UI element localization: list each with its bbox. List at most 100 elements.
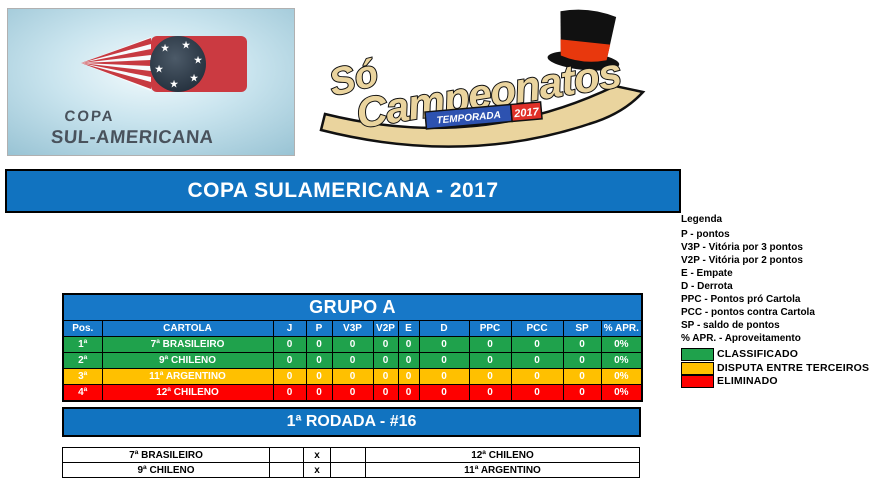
- col-header-e: E: [397, 320, 420, 337]
- temporada-ribbon: TEMPORADA 2017: [424, 101, 543, 130]
- cell-p: 0: [305, 352, 333, 369]
- cell-j: 0: [272, 352, 307, 369]
- legend-item: E - Empate: [681, 268, 733, 279]
- cell-p: 0: [305, 336, 333, 353]
- legend-item: PCC - pontos contra Cartola: [681, 307, 815, 318]
- legend-title: Legenda: [681, 214, 723, 225]
- standings-header-row: Pos. CARTOLA J P V3P V2P E D PPC PCC SP …: [62, 320, 643, 337]
- legend-item: V2P - Vitória por 2 pontos: [681, 255, 803, 266]
- cell-v3p: 0: [331, 384, 374, 402]
- cell-e: 0: [397, 384, 420, 402]
- cell-sp: 0: [562, 368, 602, 385]
- legend-item: % APR. - Aproveitamento: [681, 333, 801, 344]
- fixture-row: 9ª CHILENO x 11ª ARGENTINO: [62, 462, 640, 478]
- legend-status-list: CLASSIFICADO DISPUTA ENTRE TERCEIROS ELI…: [681, 348, 869, 389]
- cell-pcc: 0: [510, 352, 564, 369]
- away-score-cell: [330, 462, 366, 478]
- classified-color-swatch: [681, 348, 714, 362]
- cell-cartola: 7ª BRASILEIRO: [101, 336, 274, 353]
- cell-pos: 1ª: [62, 336, 103, 353]
- legend-status-row: CLASSIFICADO: [681, 348, 868, 362]
- svg-text:★: ★: [170, 79, 179, 89]
- col-header-d: D: [418, 320, 470, 337]
- cell-cartola: 12ª CHILENO: [101, 384, 274, 402]
- svg-text:★: ★: [194, 55, 203, 65]
- cell-ppc: 0: [468, 336, 512, 353]
- cell-ppc: 0: [468, 368, 512, 385]
- col-header-apr: % APR.: [600, 320, 643, 337]
- round-banner-text: 1ª RODADA - #16: [286, 413, 417, 430]
- svg-text:★: ★: [190, 73, 199, 83]
- away-score-cell: [330, 447, 366, 463]
- cell-j: 0: [272, 368, 307, 385]
- home-team: 7ª BRASILEIRO: [62, 447, 270, 463]
- cell-pos: 4ª: [62, 384, 103, 402]
- cell-d: 0: [418, 336, 470, 353]
- fixture-row: 7ª BRASILEIRO x 12ª CHILENO: [62, 447, 640, 463]
- cell-cartola: 9ª CHILENO: [101, 352, 274, 369]
- col-header-pcc: PCC: [510, 320, 564, 337]
- col-header-j: J: [272, 320, 307, 337]
- legend-status-row: DISPUTA ENTRE TERCEIROS: [681, 361, 869, 376]
- round-banner: 1ª RODADA - #16: [62, 407, 641, 437]
- legend: Legenda P - pontos V3P - Vitória por 3 p…: [681, 213, 869, 389]
- so-campeonatos-logo-art: Só Campeonatos TEMPORADA 2017: [319, 9, 646, 148]
- legend-item: P - pontos: [681, 229, 730, 240]
- col-header-ppc: PPC: [468, 320, 512, 337]
- legend-item: V3P - Vitória por 3 pontos: [681, 242, 803, 253]
- svg-text:★: ★: [155, 64, 164, 74]
- col-header-v3p: V3P: [331, 320, 374, 337]
- cell-v3p: 0: [331, 352, 374, 369]
- legend-item: D - Derrota: [681, 281, 733, 292]
- cell-pcc: 0: [510, 368, 564, 385]
- standings-row: 1ª 7ª BRASILEIRO 0 0 0 0 0 0 0 0 0 0%: [62, 336, 643, 353]
- cell-e: 0: [397, 368, 420, 385]
- cell-pcc: 0: [510, 336, 564, 353]
- ribbon-year: 2017: [513, 106, 540, 120]
- cell-apr: 0%: [600, 368, 643, 385]
- cell-ppc: 0: [468, 352, 512, 369]
- status-label: DISPUTA ENTRE TERCEIROS: [717, 361, 869, 374]
- home-score-cell: [269, 447, 304, 463]
- copa-sulamericana-logo-art: ★ ★ ★ ★ ★ ★ COPA SUL-AMERICANA: [8, 9, 294, 155]
- cell-sp: 0: [562, 336, 602, 353]
- cell-v3p: 0: [331, 368, 374, 385]
- col-header-pos: Pos.: [62, 320, 103, 337]
- versus-cell: x: [303, 462, 331, 478]
- legend-item: PPC - Pontos pró Cartola: [681, 294, 801, 305]
- top-hat-icon: [547, 9, 620, 71]
- cell-d: 0: [418, 368, 470, 385]
- standings-row: 4ª 12ª CHILENO 0 0 0 0 0 0 0 0 0 0%: [62, 384, 643, 402]
- copa-sulamericana-logo: ★ ★ ★ ★ ★ ★ COPA SUL-AMERICANA: [7, 8, 295, 156]
- standings-row: 2ª 9ª CHILENO 0 0 0 0 0 0 0 0 0 0%: [62, 352, 643, 369]
- away-team: 12ª CHILENO: [365, 447, 640, 463]
- fixtures-table: 7ª BRASILEIRO x 12ª CHILENO 9ª CHILENO x…: [62, 447, 640, 478]
- cell-v2p: 0: [372, 336, 399, 353]
- cell-ppc: 0: [468, 384, 512, 402]
- cell-d: 0: [418, 384, 470, 402]
- group-title: GRUPO A: [62, 293, 643, 321]
- svg-text:★: ★: [182, 40, 191, 50]
- col-header-p: P: [305, 320, 333, 337]
- copa-logo-line1: COPA: [64, 108, 115, 125]
- cell-v2p: 0: [372, 352, 399, 369]
- status-label: ELIMINADO: [717, 375, 778, 388]
- copa-logo-text: COPA SUL-AMERICANA: [50, 108, 214, 147]
- cell-sp: 0: [562, 352, 602, 369]
- eliminated-color-swatch: [681, 375, 714, 389]
- col-header-v2p: V2P: [372, 320, 399, 337]
- versus-cell: x: [303, 447, 331, 463]
- col-header-sp: SP: [562, 320, 602, 337]
- away-team: 11ª ARGENTINO: [365, 462, 640, 478]
- cell-e: 0: [397, 336, 420, 353]
- cell-d: 0: [418, 352, 470, 369]
- cell-apr: 0%: [600, 352, 643, 369]
- group-title-row: GRUPO A: [62, 293, 643, 321]
- cell-cartola: 11ª ARGENTINO: [101, 368, 274, 385]
- cell-e: 0: [397, 352, 420, 369]
- cell-j: 0: [272, 384, 307, 402]
- home-score-cell: [269, 462, 304, 478]
- status-label: CLASSIFICADO: [717, 348, 799, 361]
- cell-apr: 0%: [600, 336, 643, 353]
- cell-p: 0: [305, 384, 333, 402]
